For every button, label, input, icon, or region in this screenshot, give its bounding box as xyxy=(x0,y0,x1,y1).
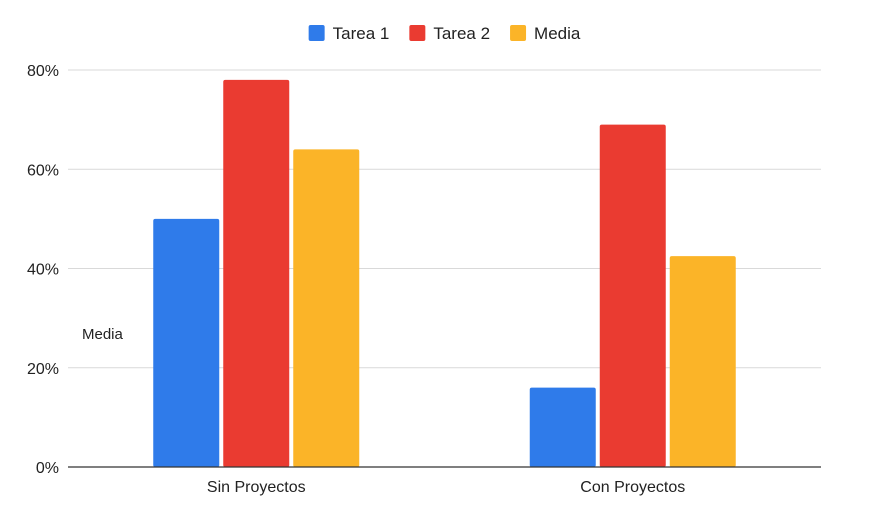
legend-label: Tarea 2 xyxy=(433,24,490,43)
legend-swatch-tarea-2 xyxy=(409,25,426,41)
legend-label: Media xyxy=(534,24,581,43)
x-category-label: Con Proyectos xyxy=(580,479,685,496)
bar-tarea-2-2 xyxy=(599,124,666,468)
bar-media-2 xyxy=(669,256,736,467)
bars xyxy=(153,79,736,468)
y-tick-label: 60% xyxy=(27,162,59,179)
legend-label: Tarea 1 xyxy=(333,24,390,43)
axes: 0% 20% 40% 60% 80% Sin Proyectos Con Proyectos xyxy=(27,63,821,496)
y-tick-label: 20% xyxy=(27,361,59,378)
annotation-label: Media xyxy=(82,326,124,343)
bar-tarea-1-2 xyxy=(529,387,596,467)
y-tick-label: 0% xyxy=(36,460,59,477)
bar-tarea-2-1 xyxy=(223,79,290,468)
bar-tarea-1-1 xyxy=(153,218,220,467)
legend: Tarea 1 Tarea 2 Media xyxy=(308,24,581,43)
bar-media-1 xyxy=(293,149,360,467)
y-tick-label: 80% xyxy=(27,63,59,80)
legend-swatch-tarea-1 xyxy=(308,25,325,41)
legend-swatch-media xyxy=(510,25,527,41)
y-tick-label: 40% xyxy=(27,262,59,279)
x-category-label: Sin Proyectos xyxy=(207,479,306,496)
